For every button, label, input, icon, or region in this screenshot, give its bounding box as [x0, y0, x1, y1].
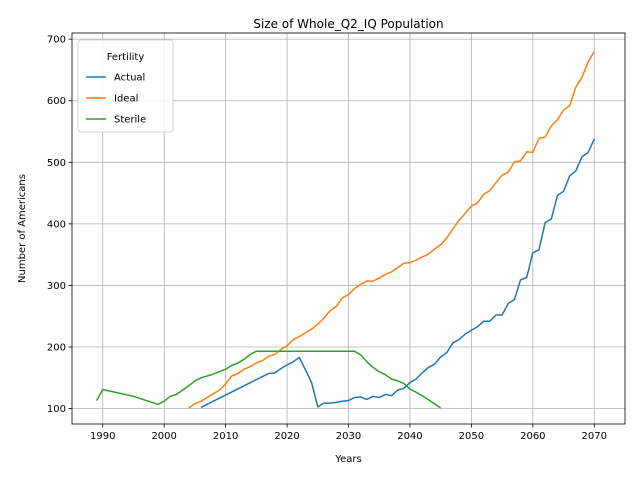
legend-label-actual: Actual	[114, 73, 145, 84]
y-tick-label: 600	[47, 96, 66, 107]
x-tick-label: 2010	[213, 431, 238, 442]
series-group	[95, 51, 595, 409]
legend: Fertility Actual Ideal Sterile	[77, 39, 174, 133]
legend-title: Fertility	[107, 52, 145, 63]
ticks: 1990 2000 2010 2020 2030 2040 2050 2060 2070 100 2…	[47, 35, 607, 442]
legend-label-ideal: Ideal	[114, 94, 138, 105]
legend-box	[77, 39, 174, 133]
x-tick-label: 2050	[459, 431, 484, 442]
x-tick-label: 1990	[90, 431, 115, 442]
series-line-ideal	[188, 51, 595, 409]
chart-title: Size of Whole_Q2_IQ Population	[253, 17, 443, 31]
y-axis-label: Number of Americans	[17, 174, 28, 283]
y-tick-label: 200	[47, 343, 66, 354]
y-tick-label: 400	[47, 219, 66, 230]
x-tick-label: 2070	[582, 431, 607, 442]
x-tick-label: 2040	[397, 431, 422, 442]
legend-label-sterile: Sterile	[114, 115, 146, 126]
series-line-sterile	[95, 350, 442, 409]
y-tick-label: 100	[47, 404, 66, 415]
series-line-actual	[200, 138, 595, 409]
x-tick-label: 2000	[151, 431, 176, 442]
y-tick-label: 700	[47, 35, 66, 46]
grid	[72, 33, 625, 424]
x-tick-label: 2030	[336, 431, 361, 442]
x-axis-label: Years	[334, 454, 361, 465]
x-tick-label: 2020	[274, 431, 299, 442]
x-tick-label: 2060	[520, 431, 545, 442]
y-tick-label: 300	[47, 281, 66, 292]
y-tick-label: 500	[47, 158, 66, 169]
